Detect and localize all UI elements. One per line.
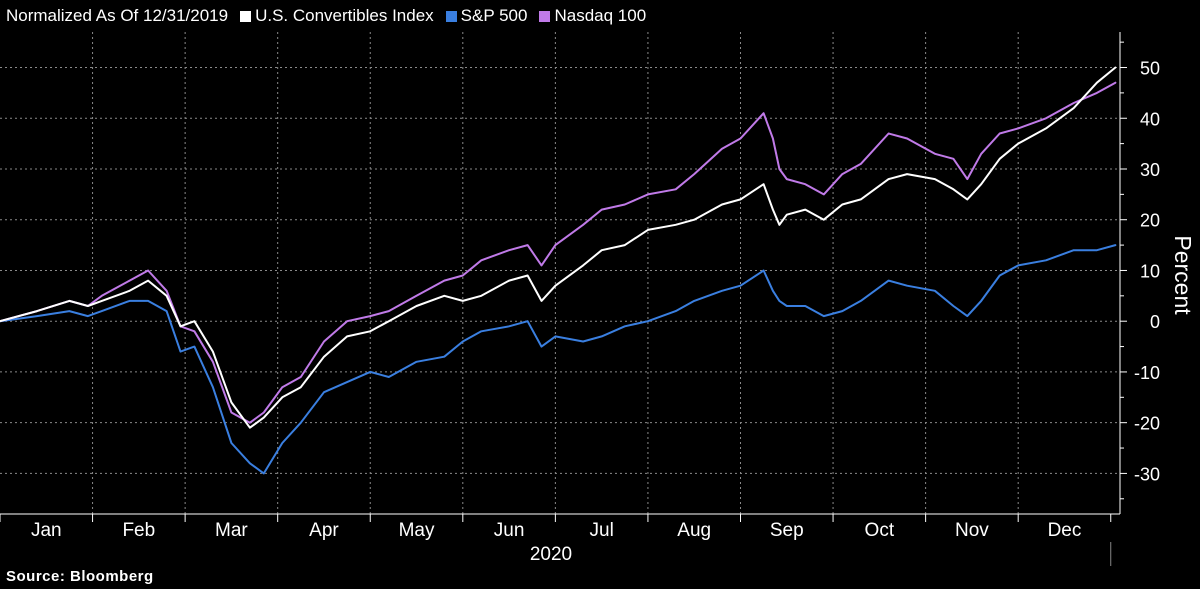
y-tick-label: 40	[1140, 109, 1160, 129]
series-line-u-s-convertibles-index	[0, 66, 1117, 429]
x-tick-label: Jun	[494, 520, 525, 541]
axes	[0, 32, 1121, 566]
y-axis-label: Percent	[1170, 235, 1196, 315]
y-tick-label: 30	[1140, 160, 1160, 180]
y-axis-ticks: -30 -20 -10 0 10 20 30 40 50	[1120, 41, 1160, 500]
y-tick-label: -30	[1134, 464, 1160, 484]
x-tick-label: Feb	[122, 520, 155, 541]
y-tick-label: 10	[1140, 261, 1160, 281]
source-note: Source: Bloomberg	[6, 568, 154, 585]
x-tick-label: Jul	[590, 520, 614, 541]
y-tick-label: 0	[1150, 312, 1160, 332]
x-tick-label: Oct	[865, 520, 895, 541]
legend-label-sp500: S&P 500	[460, 6, 528, 25]
y-tick-label: 20	[1140, 211, 1160, 231]
y-tick-label: -20	[1134, 414, 1160, 434]
x-axis-ticks: Jan Feb Mar Apr May Jun Jul Aug Sep Oct Nov Dec	[0, 514, 1112, 541]
x-tick-label: Jan	[31, 520, 62, 541]
x-tick-label: Apr	[309, 520, 339, 541]
x-axis-label: 2020	[530, 544, 572, 565]
y-tick-label: 50	[1140, 59, 1160, 79]
series-line-nasdaq-100	[0, 81, 1117, 424]
legend-swatch-nasdaq	[539, 10, 551, 22]
series-line-s-p-500	[0, 244, 1117, 475]
legend-label-nasdaq: Nasdaq 100	[554, 6, 647, 25]
legend-swatch-sp500	[445, 10, 457, 22]
y-tick-label: -10	[1134, 363, 1160, 383]
legend-label-convertibles: U.S. Convertibles Index	[255, 6, 434, 25]
legend: Normalized As Of 12/31/2019 U.S. Convert…	[6, 6, 646, 26]
x-tick-label: Mar	[215, 520, 248, 541]
x-tick-label: Dec	[1048, 520, 1082, 541]
legend-swatch-convertibles	[240, 10, 252, 22]
x-tick-label: Sep	[770, 520, 804, 541]
legend-prefix: Normalized As Of 12/31/2019	[6, 6, 229, 25]
series-lines	[0, 66, 1117, 475]
x-tick-label: May	[399, 520, 435, 541]
x-tick-label: Nov	[955, 520, 989, 541]
x-tick-label: Aug	[677, 520, 711, 541]
gridlines	[0, 32, 1120, 514]
